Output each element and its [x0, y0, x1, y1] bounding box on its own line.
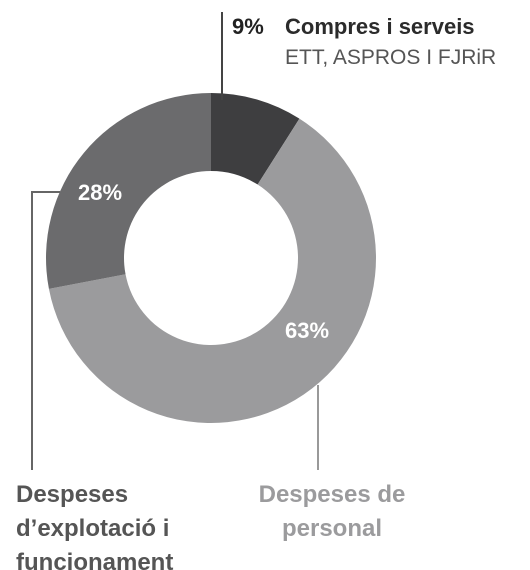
category-label: Compres i serveis [285, 14, 475, 39]
value-label: 63% [285, 318, 329, 343]
slice [45, 93, 211, 289]
slice [48, 118, 377, 424]
value-label: 9% [232, 14, 264, 39]
category-label: Despeses d’explotació i funcionament [16, 481, 174, 570]
annotation: ETT, ASPROS I FJRiR [285, 46, 497, 69]
leader-line [31, 191, 60, 470]
value-label: 28% [78, 180, 122, 205]
category-label: Despeses de personal [258, 481, 406, 542]
slices [45, 93, 377, 424]
slice [211, 93, 300, 185]
